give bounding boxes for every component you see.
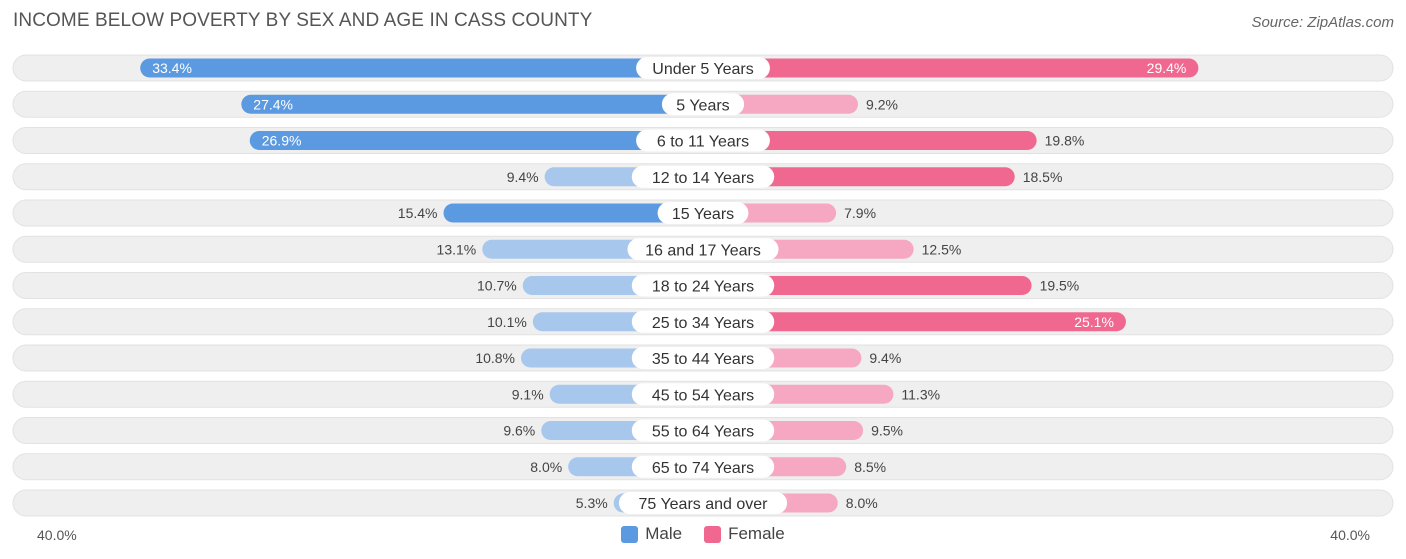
value-label-male: 9.4% (507, 169, 539, 185)
value-label-male: 10.7% (477, 278, 517, 294)
category-label: 5 Years (676, 97, 729, 114)
category-pill (631, 274, 775, 297)
chart-source: Source: ZipAtlas.com (1251, 14, 1394, 31)
value-label-female: 29.4% (1147, 60, 1187, 76)
value-label-male: 13.1% (437, 241, 477, 257)
legend-swatch-female (704, 525, 722, 543)
category-label: 45 to 54 Years (652, 387, 754, 404)
category-label: 55 to 64 Years (652, 424, 754, 441)
value-label-female: 9.2% (866, 96, 898, 112)
category-pill (631, 347, 775, 369)
value-label-male: 9.6% (503, 423, 535, 439)
value-label-male: 10.8% (475, 350, 515, 366)
bar-male (249, 131, 704, 150)
category-pill (657, 202, 749, 224)
value-label-female: 9.5% (871, 423, 903, 439)
category-label: 35 to 44 Years (652, 351, 754, 368)
value-label-male: 8.0% (530, 459, 562, 475)
value-label-female: 11.3% (901, 386, 940, 402)
category-label: 18 to 24 Years (652, 279, 754, 296)
category-label: 65 to 74 Years (652, 460, 754, 477)
chart-title: INCOME BELOW POVERTY BY SEX AND AGE IN C… (13, 10, 593, 31)
category-label: 75 Years and over (639, 496, 769, 513)
axis-label-left: 40.0% (37, 527, 77, 543)
value-label-female: 19.8% (1045, 133, 1085, 149)
category-pill (631, 310, 775, 333)
bar-female (703, 312, 1126, 332)
bar-male (140, 58, 703, 78)
axis-label-right: 40.0% (1330, 527, 1370, 543)
value-label-male: 10.1% (487, 314, 527, 330)
category-label: Under 5 Years (652, 61, 753, 78)
bar-female (703, 167, 1015, 187)
category-pill (636, 57, 770, 79)
legend-item-male: Male (621, 524, 682, 544)
value-label-male: 27.4% (253, 96, 293, 112)
bar-male (241, 94, 703, 114)
category-pill (661, 93, 745, 116)
bar-female (703, 131, 1037, 150)
category-pill (631, 383, 775, 406)
value-label-female: 8.0% (846, 495, 878, 511)
bar-female (703, 276, 1032, 295)
category-label: 6 to 11 Years (657, 134, 749, 151)
value-label-male: 5.3% (576, 495, 608, 511)
value-label-female: 19.5% (1040, 278, 1080, 294)
value-label-female: 9.4% (869, 350, 901, 366)
category-pill (636, 129, 770, 152)
value-label-female: 7.9% (844, 205, 876, 221)
category-pill (631, 455, 775, 478)
value-label-female: 8.5% (854, 459, 886, 475)
value-label-male: 9.1% (512, 386, 544, 402)
value-label-female: 12.5% (922, 241, 962, 257)
legend-label-male: Male (645, 524, 683, 543)
bar-female (703, 58, 1199, 78)
category-label: 16 and 17 Years (645, 242, 761, 259)
legend-item-female: Female (704, 524, 785, 544)
value-label-female: 25.1% (1074, 314, 1114, 330)
legend: Male Female (0, 524, 1406, 544)
category-pill (618, 492, 788, 514)
category-label: 12 to 14 Years (652, 170, 754, 187)
category-label: 15 Years (672, 206, 734, 223)
value-label-male: 26.9% (262, 133, 302, 149)
value-label-female: 18.5% (1023, 169, 1063, 185)
category-label: 25 to 34 Years (652, 315, 754, 332)
category-pill (627, 238, 779, 261)
value-label-male: 33.4% (152, 60, 192, 76)
value-label-male: 15.4% (398, 205, 438, 221)
legend-swatch-male (621, 525, 639, 543)
category-pill (631, 419, 775, 442)
category-pill (631, 165, 775, 188)
legend-label-female: Female (728, 524, 785, 543)
bar-male (443, 203, 703, 223)
